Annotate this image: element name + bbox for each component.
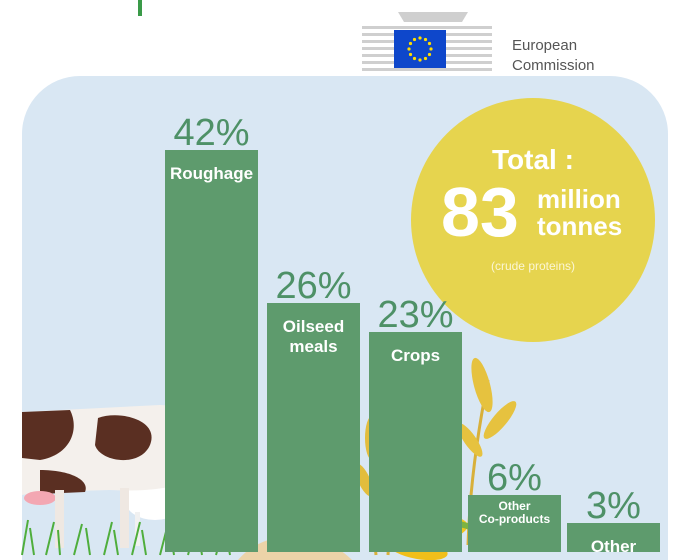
bar-category-label: Crops bbox=[369, 346, 462, 366]
bar-crops bbox=[369, 332, 462, 552]
logo-line-2: Commission bbox=[512, 57, 595, 74]
bar-other-co-products bbox=[468, 495, 561, 552]
bar-roughage bbox=[165, 150, 258, 552]
bar-category-label-line: Co-products bbox=[478, 512, 551, 526]
total-circle: Total : 83 million tonnes (crude protein… bbox=[411, 98, 655, 342]
total-label: Total : bbox=[492, 144, 574, 175]
header-accent-mark bbox=[138, 0, 142, 16]
bar-category-label-line: Oilseed bbox=[282, 317, 345, 336]
bar-oilseed-meals bbox=[267, 303, 360, 552]
total-unit: million tonnes bbox=[537, 186, 622, 240]
bar-category-label: Oilseed meals bbox=[267, 317, 360, 357]
bar-value-label: 6% bbox=[487, 457, 542, 499]
bar-category-label: Other Co-products bbox=[468, 500, 561, 526]
bar-category-label: Other bbox=[567, 537, 660, 557]
total-note: (crude proteins) bbox=[490, 259, 576, 273]
bar-category-label: Roughage bbox=[165, 164, 258, 184]
logo-line-1: European bbox=[512, 37, 578, 54]
eu-flag-icon bbox=[394, 30, 446, 68]
bar-value-label: 26% bbox=[275, 265, 352, 307]
bar-category-label-line: Roughage bbox=[169, 164, 254, 183]
bar-value-label: 23% bbox=[377, 294, 454, 336]
bar-category-label-line: meals bbox=[289, 337, 338, 356]
european-commission-logo: European Commission bbox=[362, 12, 662, 78]
bar-other bbox=[567, 523, 660, 552]
bar-category-label-line: Other bbox=[590, 537, 637, 556]
bar-category-label-line: Crops bbox=[390, 346, 441, 365]
total-unit-line-2: tonnes bbox=[537, 211, 623, 241]
total-unit-line-1: million bbox=[537, 184, 621, 214]
bar-category-label-line: Other bbox=[498, 499, 531, 513]
total-number: 83 bbox=[441, 173, 519, 251]
bar-value-label: 42% bbox=[173, 112, 250, 154]
logo-wordmark: European Commission bbox=[512, 36, 595, 76]
bar-value-label: 3% bbox=[586, 485, 641, 527]
